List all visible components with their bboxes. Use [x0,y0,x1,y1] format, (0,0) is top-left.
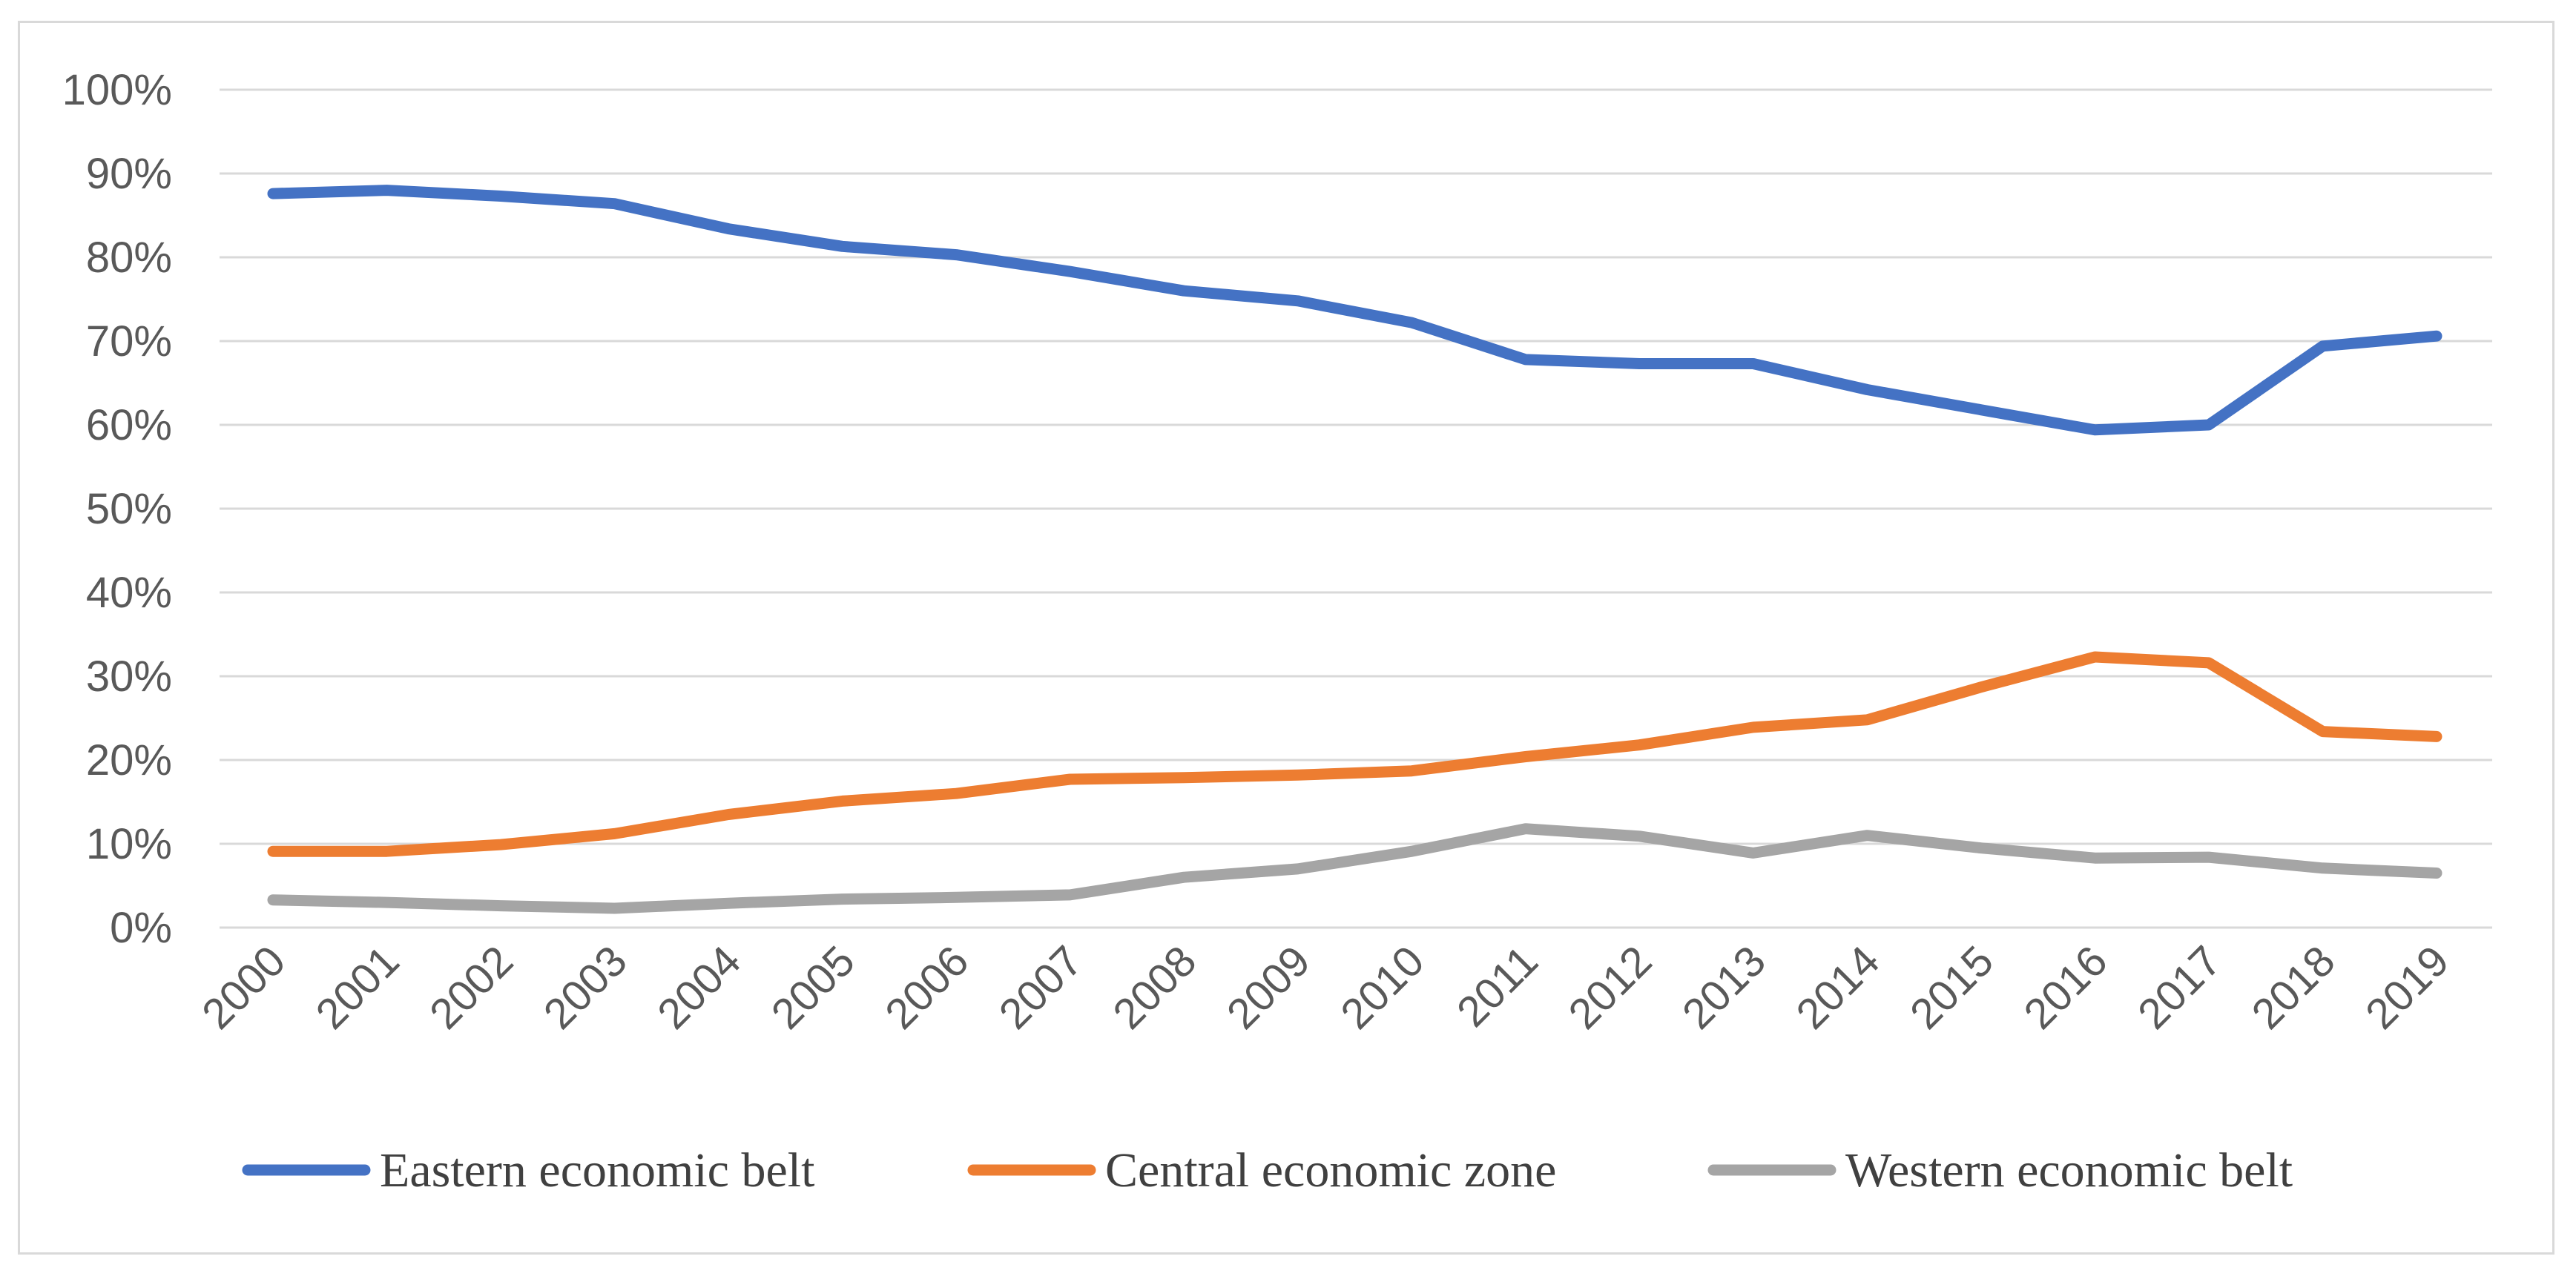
x-tick-label: 2001 [307,936,409,1038]
series-line-central-economic-zone [267,651,2442,857]
x-tick-label: 2014 [1787,936,1888,1038]
x-tick-label: 2013 [1673,936,1775,1038]
x-tick-label: 2004 [648,936,750,1038]
x-tick-label: 2008 [1104,936,1205,1038]
series-line-eastern-economic-belt [267,185,2442,436]
legend-label-western-economic-belt: Western economic belt [1845,1143,2293,1197]
x-tick-label: 2003 [535,936,636,1038]
series-line-western-economic-belt [267,823,2442,914]
y-tick-label: 60% [86,401,172,449]
y-tick-label: 70% [86,317,172,366]
y-tick-label: 50% [86,485,172,533]
x-tick-label: 2007 [990,936,1092,1038]
y-tick-label: 90% [86,150,172,198]
x-tick-label: 2017 [2129,936,2230,1038]
y-tick-label: 40% [86,569,172,617]
x-tick-label: 2012 [1559,936,1661,1038]
chart-frame [18,21,2554,1255]
y-tick-label: 30% [86,652,172,701]
x-tick-label: 2018 [2242,936,2344,1038]
legend-label-central-economic-zone: Central economic zone [1105,1143,1556,1197]
y-tick-label: 100% [62,66,172,114]
x-tick-label: 2019 [2356,936,2458,1038]
x-tick-label: 2015 [1901,936,2003,1038]
x-tick-label: 2009 [1218,936,1320,1038]
x-tick-label: 2002 [421,936,522,1038]
x-tick-label: 2016 [2015,936,2116,1038]
y-tick-label: 80% [86,234,172,282]
x-tick-label: 2010 [1331,936,1433,1038]
x-tick-label: 2011 [1448,936,1547,1036]
legend: Eastern economic belt Central economic zo… [242,1143,2293,1197]
gridlines [220,88,2492,929]
y-tick-label: 20% [86,736,172,784]
x-tick-label: 2006 [876,936,978,1038]
series-lines [267,185,2442,914]
legend-label-eastern-economic-belt: Eastern economic belt [380,1143,814,1197]
y-tick-label: 0% [110,904,172,952]
x-tick-label: 2000 [193,936,294,1038]
x-tick-label: 2005 [762,936,864,1038]
y-tick-label: 10% [86,820,172,868]
x-axis: 2000 2001 2002 2003 2004 2005 2006 2007 2008 2009… [193,936,2458,1038]
y-axis: 0% 10% 20% 30% 40% 50% 60% 70% 80% 90% 100% [62,66,172,952]
